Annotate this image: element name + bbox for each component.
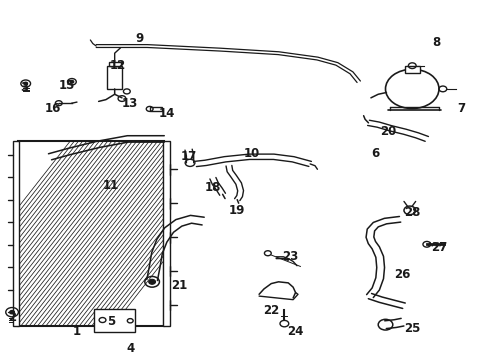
Text: 21: 21 <box>170 279 186 292</box>
Bar <box>94 309 135 332</box>
Text: 23: 23 <box>282 250 298 263</box>
Text: 11: 11 <box>102 179 119 192</box>
Bar <box>13 141 20 327</box>
Text: 22: 22 <box>263 304 279 317</box>
Bar <box>109 62 120 66</box>
Bar <box>19 141 164 327</box>
Text: 27: 27 <box>430 241 446 255</box>
Text: 4: 4 <box>126 342 134 355</box>
Bar <box>149 107 162 111</box>
Text: 2: 2 <box>8 311 16 324</box>
Bar <box>404 66 419 73</box>
Text: 17: 17 <box>180 150 196 163</box>
Text: 8: 8 <box>431 36 440 49</box>
Text: 28: 28 <box>403 206 420 219</box>
Text: 10: 10 <box>243 147 260 160</box>
Circle shape <box>10 310 15 314</box>
Bar <box>163 141 170 327</box>
Text: 3: 3 <box>20 81 29 94</box>
Text: 1: 1 <box>73 325 81 338</box>
Text: 6: 6 <box>371 147 379 160</box>
Text: 20: 20 <box>379 125 395 138</box>
Bar <box>107 66 122 89</box>
Text: 16: 16 <box>44 102 61 115</box>
Text: 25: 25 <box>403 322 420 335</box>
Text: 19: 19 <box>228 204 245 217</box>
Circle shape <box>70 80 74 83</box>
Circle shape <box>24 82 28 85</box>
Text: 12: 12 <box>110 59 126 72</box>
Text: 5: 5 <box>106 315 115 328</box>
Text: 15: 15 <box>59 79 75 92</box>
Text: 18: 18 <box>204 181 221 194</box>
Text: 7: 7 <box>456 102 464 115</box>
Text: 26: 26 <box>393 268 410 281</box>
Text: 13: 13 <box>122 97 138 110</box>
Text: 24: 24 <box>287 325 303 338</box>
Circle shape <box>148 279 155 284</box>
Text: 14: 14 <box>158 107 175 120</box>
Bar <box>19 141 164 327</box>
Text: 9: 9 <box>136 32 144 45</box>
